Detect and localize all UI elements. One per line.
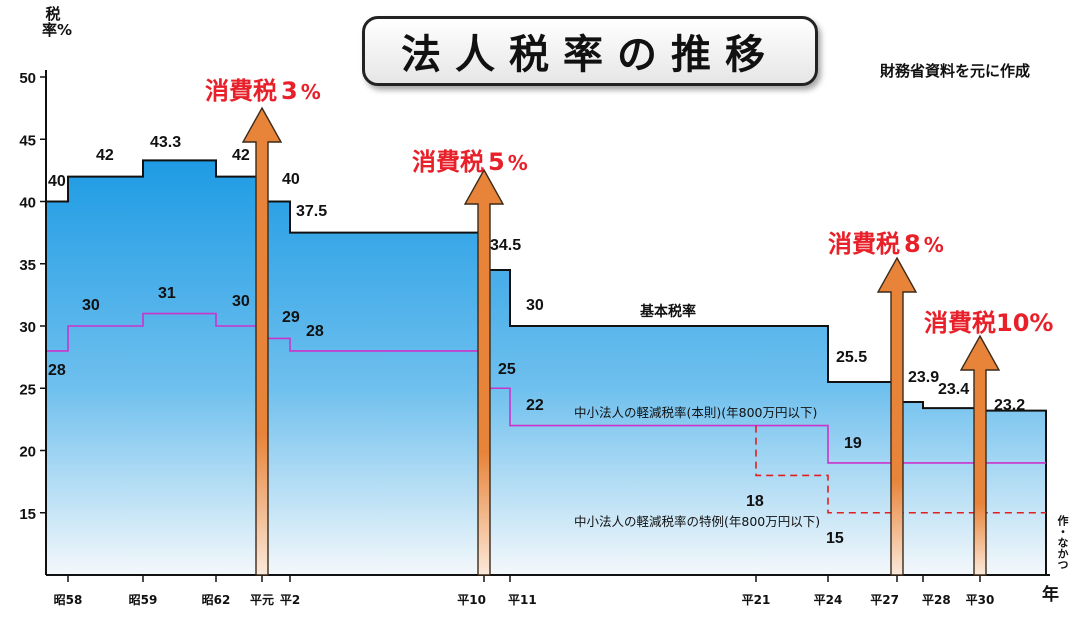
x-axis-label: 年: [1042, 584, 1059, 605]
base-rate-value-label: 23.4: [938, 381, 969, 398]
consumption-tax-label: 消費税 5%: [412, 148, 528, 176]
x-tick-label: 平2: [280, 593, 300, 607]
x-tick-label: 平元: [250, 593, 274, 607]
x-tick-label: 昭58: [54, 593, 83, 607]
chart-title-box: 法人税率の推移: [362, 16, 818, 86]
base-rate-value-label: 42: [96, 147, 114, 164]
base-rate-value-label: 43.3: [150, 134, 181, 151]
x-tick-label: 平10: [457, 593, 486, 607]
reduced-rate-line: [46, 312, 1046, 464]
x-tick-label: 平27: [870, 593, 899, 607]
reduced-rate-value-label: 31: [158, 285, 176, 302]
reduced-rate-value-label: 30: [82, 297, 100, 314]
base-rate-value-label: 30: [526, 297, 544, 314]
x-tick-label: 平11: [508, 593, 537, 607]
consumption-tax-arrow: [959, 334, 1001, 576]
reduced-rate-value-label: 30: [232, 293, 250, 310]
series-name-label: 基本税率: [640, 303, 696, 320]
consumption-tax-arrow: [876, 256, 918, 576]
x-tick-label: 平30: [966, 593, 995, 607]
base-rate-value-label: 40: [282, 171, 300, 188]
y-tick-label: 45: [19, 132, 36, 149]
consumption-tax-arrow: [241, 106, 283, 576]
consumption-tax-label: 消費税 8%: [828, 230, 944, 258]
x-tick-label: 昭59: [129, 593, 158, 607]
base-rate-value-label: 34.5: [490, 237, 521, 254]
series-name-label: 中小法人の軽減税率の特例(年800万円以下): [574, 514, 820, 529]
consumption-tax-arrow: [463, 168, 505, 576]
chart-title: 法人税率の推移: [401, 32, 779, 78]
x-tick-label: 平28: [922, 593, 951, 607]
consumption-tax-label: 消費税 3%: [205, 77, 321, 105]
base-rate-value-label: 25.5: [836, 349, 867, 366]
x-tick-label: 平24: [814, 593, 843, 607]
y-tick-label: 30: [19, 319, 36, 336]
y-tick-label: 25: [19, 381, 36, 398]
base-rate-value-label: 40: [48, 173, 66, 190]
y-tick-label: 20: [19, 444, 36, 461]
y-axis-label: 税率%: [42, 5, 73, 39]
reduced-rate-value-label: 28: [48, 362, 66, 379]
y-tick-label: 35: [19, 257, 36, 274]
special-rate-value-label: 15: [826, 530, 844, 547]
base-rate-area: [46, 160, 1046, 576]
consumption-tax-label: 消費税10%: [924, 309, 1053, 337]
y-tick-label: 40: [19, 195, 36, 212]
x-tick-label: 昭62: [202, 593, 231, 607]
reduced-rate-value-label: 29: [282, 309, 300, 326]
author-credit: 作・なかつ: [1056, 515, 1069, 570]
x-tick-label: 平21: [742, 593, 771, 607]
reduced-rate-value-label: 19: [844, 435, 862, 452]
source-note: 財務省資料を元に作成: [880, 62, 1031, 80]
y-tick-label: 15: [19, 506, 36, 523]
base-rate-value-label: 37.5: [296, 203, 327, 220]
reduced-rate-value-label: 25: [498, 361, 516, 378]
reduced-rate-value-label: 22: [526, 397, 544, 414]
reduced-rate-value-label: 28: [306, 323, 324, 340]
base-rate-value-label: 23.9: [908, 369, 939, 386]
special-rate-value-label: 18: [746, 493, 764, 510]
y-tick-label: 50: [19, 70, 36, 87]
base-rate-value-label: 42: [232, 147, 250, 164]
base-rate-value-label: 23.2: [994, 397, 1025, 414]
series-name-label: 中小法人の軽減税率(本則)(年800万円以下): [574, 405, 817, 420]
